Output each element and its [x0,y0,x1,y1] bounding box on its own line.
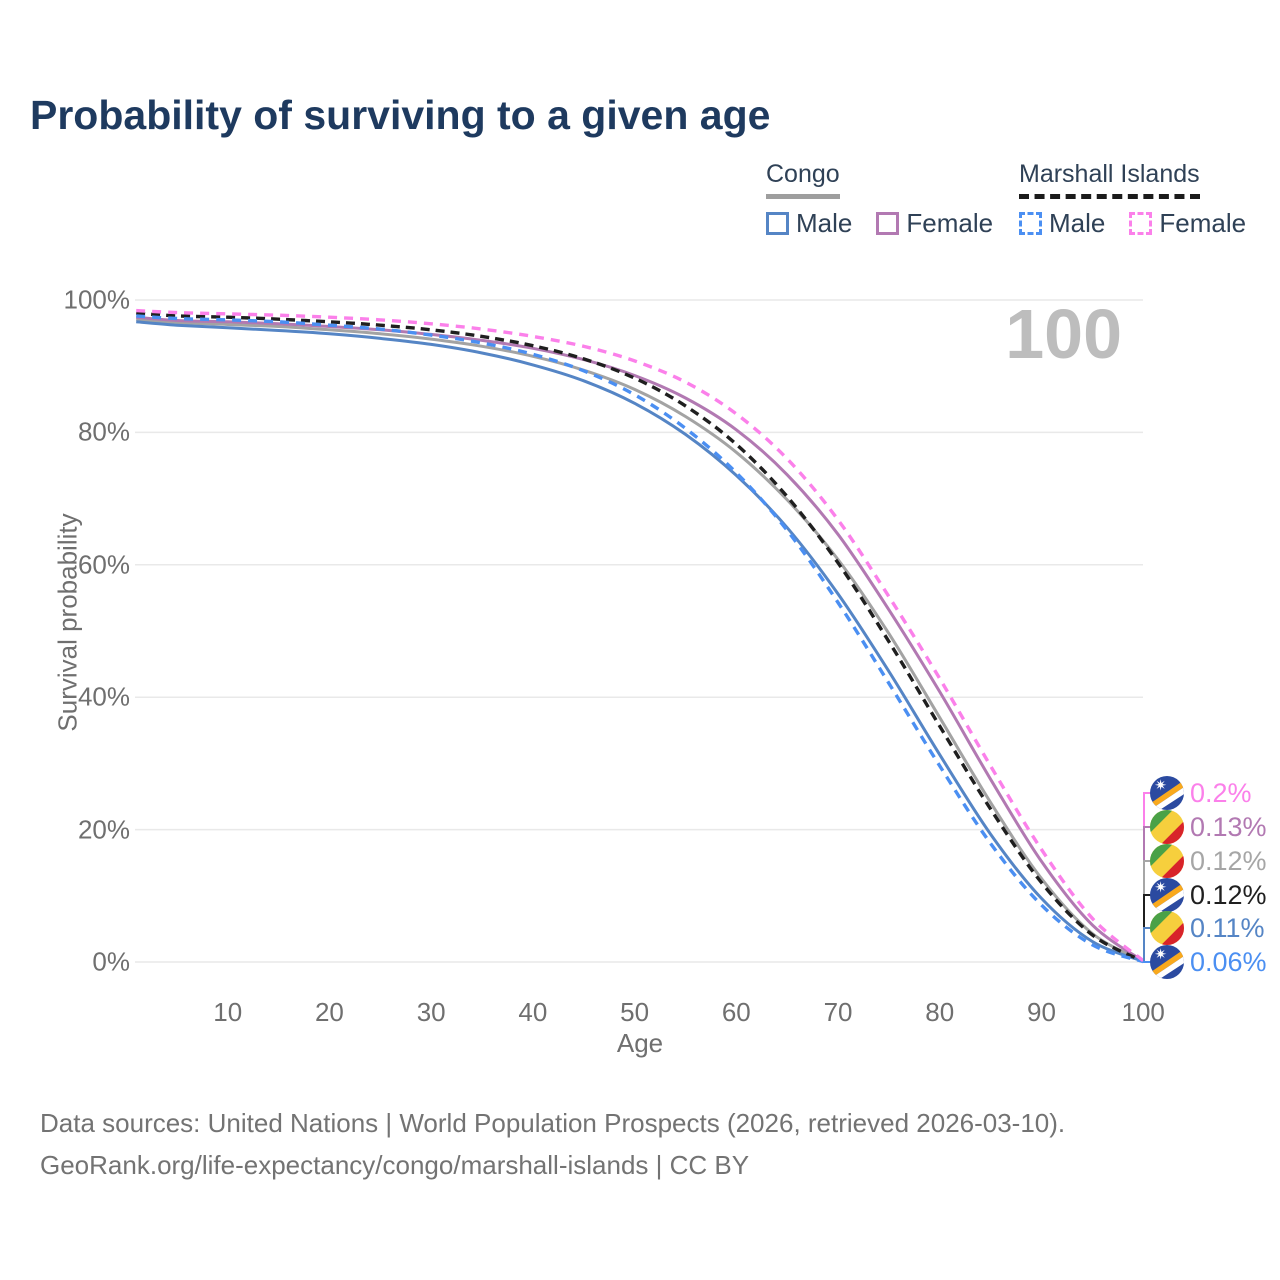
end-label-value: 0.12% [1190,845,1267,876]
legend-item-congo-female[interactable]: Female [876,208,993,239]
legend-item-congo-male[interactable]: Male [766,208,852,239]
footer-data-sources: Data sources: United Nations | World Pop… [40,1108,1066,1138]
end-label-value: 0.06% [1190,946,1267,977]
end-label-congo: 0.12% [1150,844,1267,878]
congo-flag-icon [1150,844,1184,878]
y-tick-label: 20% [77,814,130,845]
end-label-value: 0.2% [1190,777,1252,808]
end-label-marshall-islands-male: 0.06% [1150,945,1267,979]
x-tick-label: 90 [1027,997,1056,1027]
legend-country-label: Congo [766,160,840,188]
y-tick-label: 40% [77,681,130,712]
congo-flag-icon [1150,911,1184,945]
hover-age-watermark: 100 [1005,295,1122,373]
legend-items-congo: Male Female [766,208,993,239]
x-tick-label: 30 [416,997,446,1027]
end-label-marshall-islands: 0.12% [1150,878,1267,912]
end-label-marshall-islands-female: 0.2% [1150,776,1252,810]
x-tick-label: 60 [721,997,751,1027]
x-tick-label: 80 [925,997,955,1027]
x-tick-label: 40 [518,997,548,1027]
legend-item-marshall-islands-female[interactable]: Female [1129,208,1246,239]
x-axis-title: Age [616,1028,664,1058]
series-line-marshall-islands-male [136,314,1144,964]
marshall-islands-flag-icon [1150,945,1184,979]
series-line-congo-male [136,320,1144,963]
end-label-value: 0.12% [1190,879,1267,910]
x-tick-label: 50 [620,997,650,1027]
congo-female-swatch-icon [876,212,900,235]
label-connector [1143,927,1152,961]
x-tick-label: 20 [314,997,344,1027]
legend-item-label: Male [1049,208,1106,238]
legend-country-congo[interactable]: Congo [766,160,840,199]
series-line-marshall-islands-female [136,308,1145,963]
x-tick-label: 100 [1121,997,1165,1027]
legend-item-label: Female [906,208,994,238]
marshall-islands-male-swatch-icon [1019,212,1042,235]
congo-male-swatch-icon [766,212,789,235]
y-axis-title: Survival probability [52,513,83,732]
series-line-congo-female [136,315,1145,963]
footer-attribution: GeoRank.org/life-expectancy/congo/marsha… [40,1150,750,1180]
marshall-islands-flag-icon [1150,776,1184,810]
page-title: Probability of surviving to a given age [30,92,771,138]
legend-item-label: Female [1159,208,1247,238]
legend-country-marshall-islands[interactable]: Marshall Islands [1019,160,1200,199]
y-tick-label: 0% [92,946,130,977]
x-tick-label: 10 [213,997,243,1027]
legend-group-marshall-islands: Marshall Islands Male Female [1019,160,1246,239]
series-line-congo [136,317,1144,963]
legend-country-label: Marshall Islands [1019,160,1200,188]
marshall-islands-flag-icon [1150,878,1184,912]
legend-item-marshall-islands-male[interactable]: Male [1019,208,1105,239]
end-label-value: 0.13% [1190,811,1267,842]
y-tick-label: 60% [77,549,130,580]
end-label-congo-female: 0.13% [1150,810,1267,844]
legend-item-label: Male [796,208,853,238]
legend-group-congo: Congo Male Female [766,160,993,239]
y-tick-label: 80% [77,416,130,447]
end-label-value: 0.11% [1190,912,1265,943]
end-label-congo-male: 0.11% [1150,911,1265,945]
marshall-islands-female-swatch-icon [1129,212,1153,235]
series-line-marshall-islands [136,311,1144,963]
y-tick-label: 100% [63,284,131,315]
x-tick-label: 70 [823,997,853,1027]
legend-items-marshall-islands: Male Female [1019,208,1246,239]
congo-flag-icon [1150,810,1184,844]
label-connector [1143,961,1152,963]
